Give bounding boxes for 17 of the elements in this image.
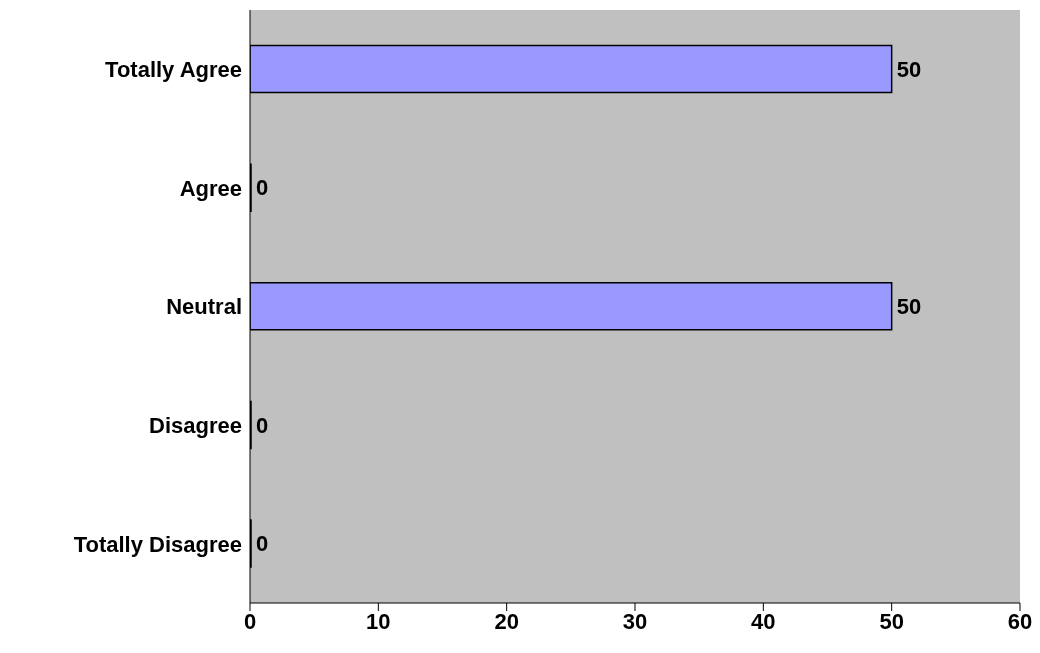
data-label: 50 xyxy=(896,294,922,320)
y-tick-label: Neutral xyxy=(166,294,242,320)
y-tick-label: Totally Disagree xyxy=(73,531,242,557)
data-label: 0 xyxy=(256,531,269,557)
x-tick-label: 30 xyxy=(622,608,648,634)
x-tick-label: 50 xyxy=(879,608,904,634)
data-label: 0 xyxy=(256,412,269,438)
data-label: 50 xyxy=(896,56,922,82)
x-tick-label: 10 xyxy=(366,608,391,634)
x-tick-label: 40 xyxy=(751,608,776,634)
y-tick-label: Agree xyxy=(179,175,242,201)
x-tick-label: 60 xyxy=(1007,608,1033,634)
x-tick-label: 0 xyxy=(243,608,257,634)
data-label: 0 xyxy=(256,175,269,201)
y-tick-label: Disagree xyxy=(149,412,242,438)
x-tick-label: 20 xyxy=(494,608,519,634)
y-tick-label: Totally Agree xyxy=(105,57,242,83)
